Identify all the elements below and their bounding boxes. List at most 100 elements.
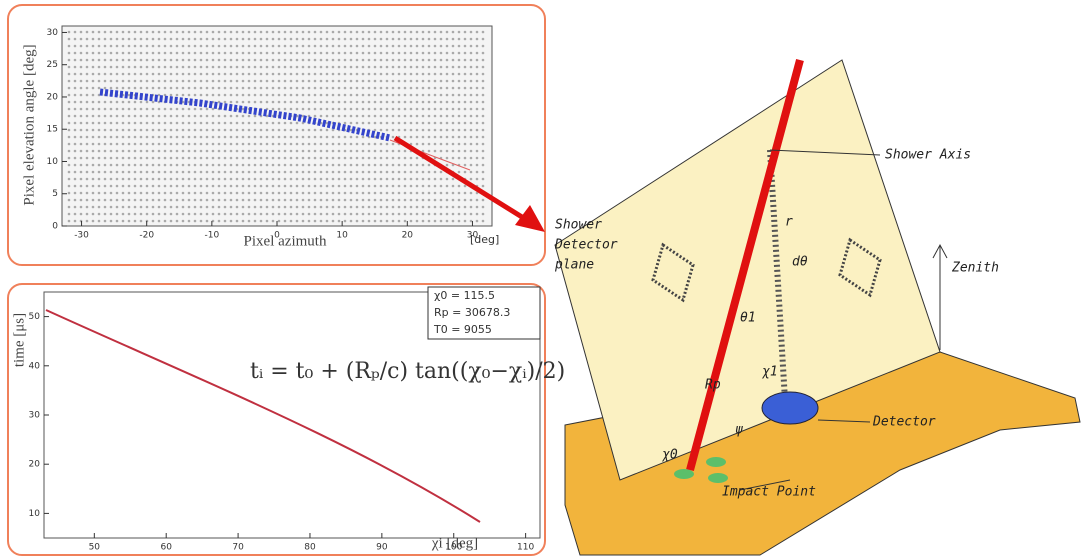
pixel (146, 108, 149, 111)
pixel (284, 143, 287, 146)
pixel (386, 206, 389, 209)
pixel (218, 157, 221, 160)
pixel (476, 122, 479, 125)
pixel (92, 164, 95, 167)
pixel (344, 150, 347, 153)
pixel (386, 108, 389, 111)
pixel (146, 157, 149, 160)
pixel (338, 66, 341, 69)
pixel (74, 94, 77, 97)
pixel (290, 220, 293, 223)
pixel (362, 108, 365, 111)
pixel (176, 80, 179, 83)
pixel (128, 150, 131, 153)
pixel (164, 192, 167, 195)
pixel (470, 38, 473, 41)
pixel (68, 73, 71, 76)
pixel (440, 45, 443, 48)
pixel (140, 80, 143, 83)
pixel (212, 185, 215, 188)
pixel (104, 101, 107, 104)
pixel (206, 150, 209, 153)
y-tick-label: 5 (52, 189, 58, 199)
pixel (410, 136, 413, 139)
pixel (362, 52, 365, 55)
pixel (452, 66, 455, 69)
pixel (230, 122, 233, 125)
pixel (260, 185, 263, 188)
pixel (482, 115, 485, 118)
pixel (452, 220, 455, 223)
pixel (476, 108, 479, 111)
pixel (242, 80, 245, 83)
pixel (134, 115, 137, 118)
pixel (278, 73, 281, 76)
pixel (164, 52, 167, 55)
pixel (428, 94, 431, 97)
pixel (446, 38, 449, 41)
pixel (188, 73, 191, 76)
pixel (98, 80, 101, 83)
pixel (176, 178, 179, 181)
pixel (356, 122, 359, 125)
pixel (374, 220, 377, 223)
pixel (218, 122, 221, 125)
pixel (200, 178, 203, 181)
pixel (398, 101, 401, 104)
pixel (140, 31, 143, 34)
pixel (302, 164, 305, 167)
pixel (314, 164, 317, 167)
pixel (350, 206, 353, 209)
pixel (140, 59, 143, 62)
pixel (284, 199, 287, 202)
pixel (110, 220, 113, 223)
pixel (200, 129, 203, 132)
pixel (176, 59, 179, 62)
pixel (194, 52, 197, 55)
pixel (476, 45, 479, 48)
pixel (254, 122, 257, 125)
pixel (230, 73, 233, 76)
pixel (386, 66, 389, 69)
pixel (164, 115, 167, 118)
pixel (356, 136, 359, 139)
pixel (212, 213, 215, 216)
pixel (128, 66, 131, 69)
pixel (128, 192, 131, 195)
pixel (236, 143, 239, 146)
pixel (86, 52, 89, 55)
pixel (314, 143, 317, 146)
pixel (170, 136, 173, 139)
pixel (386, 80, 389, 83)
pixel (188, 136, 191, 139)
pixel (242, 66, 245, 69)
pixel (110, 171, 113, 174)
pixel (122, 31, 125, 34)
pixel (230, 45, 233, 48)
pixel (458, 59, 461, 62)
pixel (260, 101, 263, 104)
pixel (152, 213, 155, 216)
pixel (362, 45, 365, 48)
pixel (182, 157, 185, 160)
pixel (476, 206, 479, 209)
pixel (218, 192, 221, 195)
pixel (212, 136, 215, 139)
y-tick-label: 20 (29, 460, 41, 470)
pixel (182, 52, 185, 55)
pixel (440, 129, 443, 132)
pixel (278, 52, 281, 55)
pixel (200, 59, 203, 62)
pixel (278, 122, 281, 125)
pixel (266, 164, 269, 167)
pixel (482, 171, 485, 174)
label: χ0 (662, 448, 678, 463)
pixel (416, 143, 419, 146)
pixel (302, 31, 305, 34)
pixel (392, 59, 395, 62)
pixel (128, 185, 131, 188)
label: dθ (792, 255, 808, 270)
pixel (116, 136, 119, 139)
pixel (230, 157, 233, 160)
pixel (86, 157, 89, 160)
